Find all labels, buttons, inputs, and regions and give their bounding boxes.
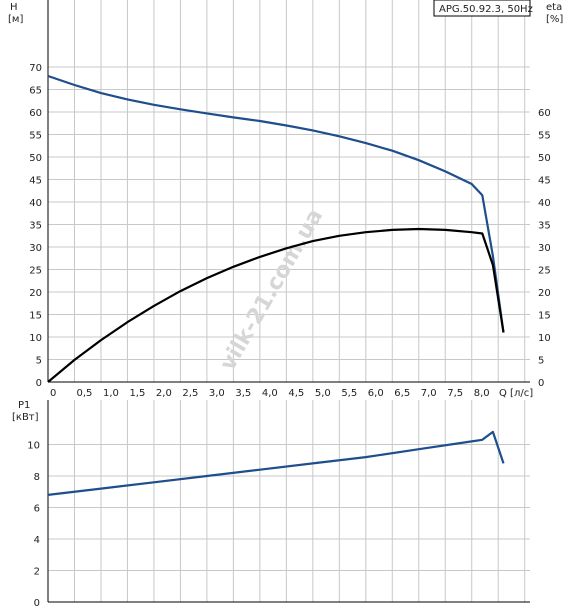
x-axis-label: Q [л/с] [499, 388, 533, 399]
x-tick-label: 1,0 [103, 388, 119, 399]
y-left-tick-label: 15 [29, 311, 42, 322]
power-tick-label: 6 [34, 504, 40, 515]
x-tick-label: 0 [50, 388, 56, 399]
x-tick-label: 8,0 [474, 388, 490, 399]
x-tick-label: 6,5 [394, 388, 410, 399]
power-axis-label-line2: [кВт] [12, 412, 39, 423]
y-left-tick-label: 20 [29, 288, 42, 299]
y-right-tick-label: 0 [538, 378, 544, 389]
bottom-chart-grid [47, 400, 530, 603]
tick-labels: 0 0,5 1,0 1,5 2,0 2,5 3,0 3,5 4,0 4,5 5,0 5,5 6,0 6,5… [27, 63, 550, 609]
x-tick-label: 5,5 [341, 388, 357, 399]
power-tick-label: 8 [34, 472, 40, 483]
power-tick-label: 2 [34, 567, 40, 578]
x-tick-label: 4,5 [288, 388, 304, 399]
y-left-tick-label: 65 [29, 86, 42, 97]
power-tick-label: 4 [34, 535, 40, 546]
y-left-tick-label: 25 [29, 266, 42, 277]
power-axis-label: P1 [кВт] [12, 400, 39, 423]
y-right-tick-label: 25 [538, 266, 551, 277]
y-left-tick-label: 60 [29, 108, 42, 119]
power-curve [47, 430, 505, 496]
y-left-tick-label: 35 [29, 221, 42, 232]
eta-axis-label-line1: eta [546, 2, 562, 13]
head-curve [47, 74, 505, 333]
y-right-tick-label: 35 [538, 221, 551, 232]
y-right-tick-label: 15 [538, 311, 551, 322]
x-tick-label: 2,5 [182, 388, 198, 399]
y-right-tick-label: 60 [538, 108, 551, 119]
watermark: vilk-21.com.ua [216, 205, 329, 375]
y-left-tick-label: 10 [29, 333, 42, 344]
y-left-tick-label: 45 [29, 176, 42, 187]
y-left-label: H [м] [8, 2, 23, 25]
y-right-tick-label: 20 [538, 288, 551, 299]
y-left-tick-label: 70 [29, 63, 42, 74]
x-tick-label: 6,0 [368, 388, 384, 399]
y-left-tick-label: 5 [36, 356, 42, 367]
chart-title: APG.50.92.3, 50Hz [439, 4, 533, 15]
x-tick-label: 3,5 [235, 388, 251, 399]
title-box: APG.50.92.3, 50Hz [433, 0, 533, 17]
x-tick-label: 3,0 [209, 388, 225, 399]
efficiency-curve [47, 227, 505, 383]
x-tick-label: 4,0 [262, 388, 278, 399]
x-tick-label: 5,0 [315, 388, 331, 399]
y-right-tick-label: 30 [538, 243, 551, 254]
top-chart-grid [47, 0, 530, 383]
y-left-tick-label: 55 [29, 131, 42, 142]
head-axis-label-line1: H [10, 2, 18, 13]
x-tick-label: 7,5 [447, 388, 463, 399]
y-right-tick-label: 50 [538, 153, 551, 164]
y-right-tick-label: 55 [538, 131, 551, 142]
x-tick-label: 7,0 [421, 388, 437, 399]
y-right-tick-label: 45 [538, 176, 551, 187]
power-axis-label-line1: P1 [18, 400, 30, 411]
y-left-tick-label: 50 [29, 153, 42, 164]
y-right-tick-label: 5 [538, 356, 544, 367]
eta-axis-label-line2: [%] [546, 14, 563, 25]
y-left-tick-label: 30 [29, 243, 42, 254]
y-right-label: eta [%] [546, 2, 563, 25]
power-tick-label: 0 [34, 598, 40, 609]
axes [47, 0, 530, 603]
x-tick-label: 0,5 [76, 388, 92, 399]
y-left-tick-label: 40 [29, 198, 42, 209]
x-tick-label: 1,5 [129, 388, 145, 399]
y-right-tick-label: 10 [538, 333, 551, 344]
power-tick-label: 10 [27, 441, 40, 452]
y-left-tick-label: 0 [36, 378, 42, 389]
series-layer [47, 74, 505, 496]
y-right-tick-label: 40 [538, 198, 551, 209]
x-tick-label: 2,0 [156, 388, 172, 399]
head-axis-label-line2: [м] [8, 14, 23, 25]
